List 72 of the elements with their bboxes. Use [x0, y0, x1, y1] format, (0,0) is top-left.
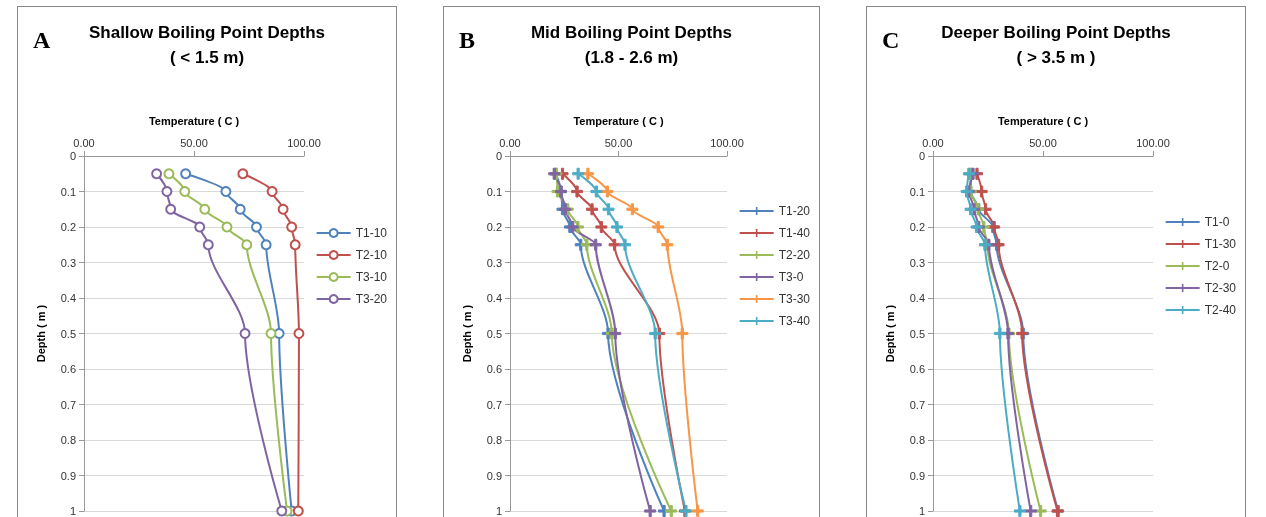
chart-subtitle: ( > 3.5 m ) — [1016, 48, 1096, 67]
y-tick-label: 0.5 — [60, 327, 76, 340]
y-axis-title: Depth ( m ) — [460, 304, 473, 363]
x-axis-title: Temperature ( C ) — [573, 114, 664, 127]
y-tick-label: 1 — [918, 505, 925, 517]
y-tick-label: 0.1 — [909, 185, 925, 198]
chart-subtitle: (1.8 - 2.6 m) — [584, 48, 679, 67]
legend-label: T2-0 — [1204, 259, 1230, 273]
legend-label: T3-40 — [778, 314, 811, 328]
y-tick-label: 0.8 — [486, 434, 502, 446]
y-tick-label: 0.7 — [909, 398, 925, 411]
y-tick-label: 0.3 — [909, 256, 925, 269]
y-tick-label: 0.4 — [909, 292, 925, 304]
legend-label: T2-10 — [355, 248, 388, 262]
x-tick-label: 0.00 — [499, 136, 521, 149]
x-axis-title: Temperature ( C ) — [997, 114, 1089, 127]
legend-label: T1-30 — [1204, 237, 1237, 251]
text: B — [459, 27, 476, 53]
y-tick-label: 0 — [918, 150, 925, 162]
x-tick-label: 100.00 — [1136, 136, 1170, 149]
text: C — [882, 27, 900, 53]
x-tick-label: 50.00 — [1029, 136, 1057, 149]
y-tick-label: 0.6 — [486, 363, 502, 375]
y-tick-label: 0.1 — [60, 185, 76, 198]
y-tick-label: 0 — [495, 150, 502, 162]
y-tick-label: 0.3 — [486, 256, 502, 269]
text: A — [33, 27, 51, 53]
y-tick-label: 0.9 — [909, 469, 925, 482]
y-tick-label: 0.3 — [60, 256, 76, 269]
legend-label: T2-20 — [778, 248, 811, 262]
legend-label: T1-40 — [778, 226, 811, 240]
y-tick-label: 0.5 — [909, 327, 925, 340]
legend-label: T1-20 — [778, 204, 811, 218]
y-tick-label: 0.4 — [486, 292, 502, 304]
x-tick-label: 0.00 — [73, 136, 95, 149]
y-tick-label: 0.6 — [909, 363, 925, 375]
y-axis-title: Depth ( m ) — [34, 304, 47, 363]
x-tick-label: 100.00 — [287, 136, 321, 149]
x-tick-label: 50.00 — [604, 136, 633, 149]
y-tick-label: 0.9 — [486, 469, 502, 482]
y-tick-label: 0.8 — [60, 434, 76, 446]
legend-label: T1-0 — [1204, 215, 1230, 229]
legend-label: T2-30 — [1204, 281, 1237, 295]
legend-label: T3-0 — [778, 270, 804, 284]
x-axis-title: Temperature ( C ) — [148, 114, 240, 127]
y-tick-label: 0.7 — [486, 398, 502, 411]
chart-subtitle: ( < 1.5 m) — [169, 48, 245, 67]
y-tick-label: 0.7 — [60, 398, 76, 411]
y-tick-label: 1 — [495, 505, 502, 517]
y-tick-label: 0.5 — [486, 327, 502, 340]
legend-label: T3-20 — [355, 292, 388, 306]
x-tick-label: 100.00 — [710, 136, 744, 149]
y-axis-title: Depth ( m ) — [883, 304, 896, 363]
y-tick-label: 0.8 — [909, 434, 925, 446]
y-tick-label: 0 — [69, 150, 76, 162]
y-tick-label: 0.4 — [60, 292, 76, 304]
y-tick-label: 0.2 — [60, 221, 76, 233]
y-tick-label: 0.2 — [909, 221, 925, 233]
y-tick-label: 0.9 — [60, 469, 76, 482]
y-tick-label: 0.1 — [486, 185, 502, 198]
x-tick-label: 0.00 — [922, 136, 944, 149]
chart-title: Mid Boiling Point Depths — [530, 23, 733, 42]
chart-title: Deeper Boiling Point Depths — [941, 23, 1171, 42]
legend-label: T3-10 — [355, 270, 388, 284]
x-tick-label: 50.00 — [180, 136, 208, 149]
y-tick-label: 0.6 — [60, 363, 76, 375]
chart-title: Shallow Boiling Point Depths — [88, 23, 326, 42]
y-tick-label: 1 — [69, 505, 76, 517]
legend-label: T1-10 — [355, 226, 388, 240]
legend-label: T3-30 — [778, 292, 811, 306]
legend-label: T2-40 — [1204, 303, 1237, 317]
y-tick-label: 0.2 — [486, 221, 502, 233]
